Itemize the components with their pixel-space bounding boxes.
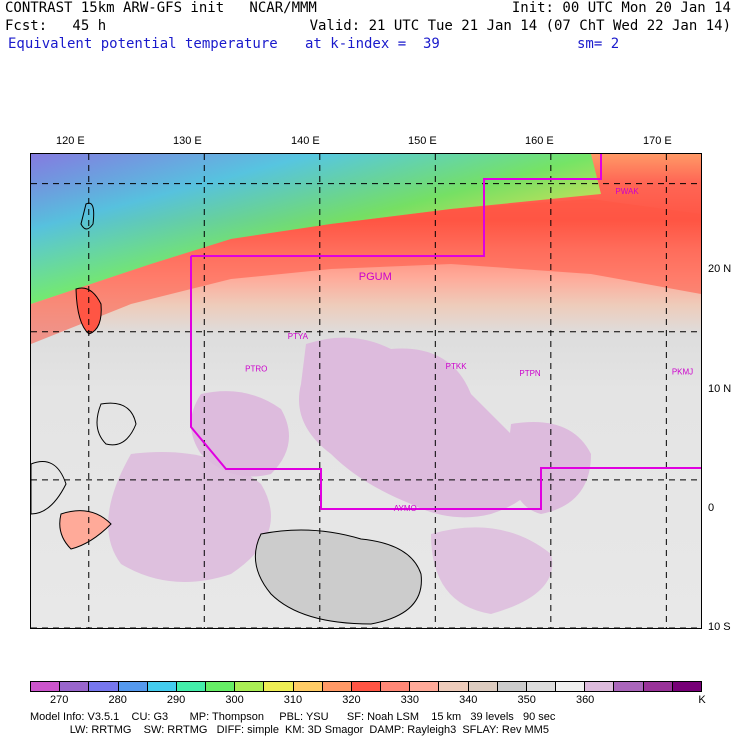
cold-dry-region [31, 154, 601, 304]
station-aymo: AYMO [394, 504, 417, 513]
colorbar-swatch [526, 682, 557, 691]
colorbar-label-k: K [698, 694, 706, 706]
colorbar [30, 681, 702, 692]
lon-label-140: 140 E [291, 135, 320, 147]
lat-label-10s: 10 S [708, 621, 731, 633]
header-line1-left: CONTRAST 15km ARW-GFS init NCAR/MMM [5, 0, 317, 16]
colorbar-swatch [118, 682, 148, 691]
colorbar-swatch [410, 682, 440, 691]
colorbar-swatch [31, 682, 61, 691]
colorbar-label-350: 350 [517, 694, 536, 706]
new-guinea-land [255, 530, 422, 624]
lon-label-160: 160 E [525, 135, 554, 147]
station-ptro: PTRO [245, 365, 267, 374]
colorbar-label-360: 360 [575, 694, 595, 706]
lon-label-130: 130 E [173, 135, 202, 147]
lon-label-150: 150 E [408, 135, 437, 147]
taiwan-coast [80, 202, 95, 230]
new-guinea-coast [254, 529, 422, 625]
colorbar-swatch [89, 682, 119, 691]
colorbar-label-310: 310 [283, 694, 303, 706]
colorbar-swatch [235, 682, 265, 691]
level-index: at k-index = 39 [305, 36, 440, 52]
colorbar-swatch [381, 682, 411, 691]
header-line1-right: Init: 00 UTC Mon 20 Jan 14 [511, 0, 731, 16]
lon-label-170: 170 E [643, 135, 672, 147]
warm-band-west [31, 199, 701, 344]
colorbar-label-320: 320 [342, 694, 361, 706]
moist-region-southeast [431, 527, 553, 614]
lat-label-0: 0 [708, 502, 715, 514]
colorbar-swatch [672, 682, 701, 691]
smoothing-value: sm= 2 [577, 36, 620, 52]
colorbar-swatch [176, 682, 207, 691]
moist-region-central [299, 337, 536, 518]
station-pwak: PWAK [615, 187, 639, 196]
colorbar-swatch [556, 682, 586, 691]
colorbar-swatch [206, 682, 236, 691]
colorbar-swatch [60, 682, 90, 691]
colorbar-swatch [147, 682, 177, 691]
station-markers: PGUM PTYA PTRO PTKK PTPN PKMJ PWAK AYMO [245, 187, 693, 513]
footer-physics-info: LW: RRTMG SW: RRTMG DIFF: simple KM: 3D … [30, 724, 549, 736]
station-pgum: PGUM [359, 271, 392, 283]
header-line2-left: Fcst: 45 h [5, 18, 107, 34]
colorbar-label-330: 330 [400, 694, 419, 706]
lat-label-10n: 10 N [708, 383, 732, 395]
lat-label-20n: 20 N [708, 263, 732, 275]
colorbar-swatch [468, 682, 498, 691]
colorbar-swatch [643, 682, 673, 691]
colorbar-swatch [264, 682, 294, 691]
moist-region-south [108, 452, 271, 582]
colorbar-label-340: 340 [459, 694, 478, 706]
mindanao-coast [96, 402, 137, 446]
theta-e-map: PGUM PTYA PTRO PTKK PTPN PKMJ PWAK AYMO [30, 153, 702, 629]
colorbar-label-290: 290 [166, 694, 186, 706]
colorbar-swatch [351, 682, 382, 691]
station-pkmj: PKMJ [672, 368, 693, 377]
colorbar-label-280: 280 [108, 694, 127, 706]
borneo-coast [30, 461, 67, 515]
station-ptkk: PTKK [446, 362, 468, 371]
colorbar-swatch [614, 682, 644, 691]
colorbar-swatch [439, 682, 469, 691]
colorbar-label-270: 270 [50, 694, 69, 706]
colorbar-swatch [293, 682, 323, 691]
colorbar-swatch [585, 682, 615, 691]
colorbar-swatch [322, 682, 352, 691]
subdomain-boundary [190, 154, 701, 510]
colorbar-label-300: 300 [225, 694, 244, 706]
header-line2-right: Valid: 21 UTC Tue 21 Jan 14 (07 ChT Wed … [309, 18, 731, 34]
map-canvas: PGUM PTYA PTRO PTKK PTPN PKMJ PWAK AYMO [30, 154, 701, 629]
station-ptpn: PTPN [519, 369, 541, 378]
footer-model-info: Model Info: V3.5.1 CU: G3 MP: Thompson P… [30, 711, 556, 723]
lon-label-120: 120 E [56, 135, 85, 147]
colorbar-swatch [497, 682, 527, 691]
field-name: Equivalent potential temperature [8, 36, 278, 52]
station-ptya: PTYA [288, 332, 309, 341]
